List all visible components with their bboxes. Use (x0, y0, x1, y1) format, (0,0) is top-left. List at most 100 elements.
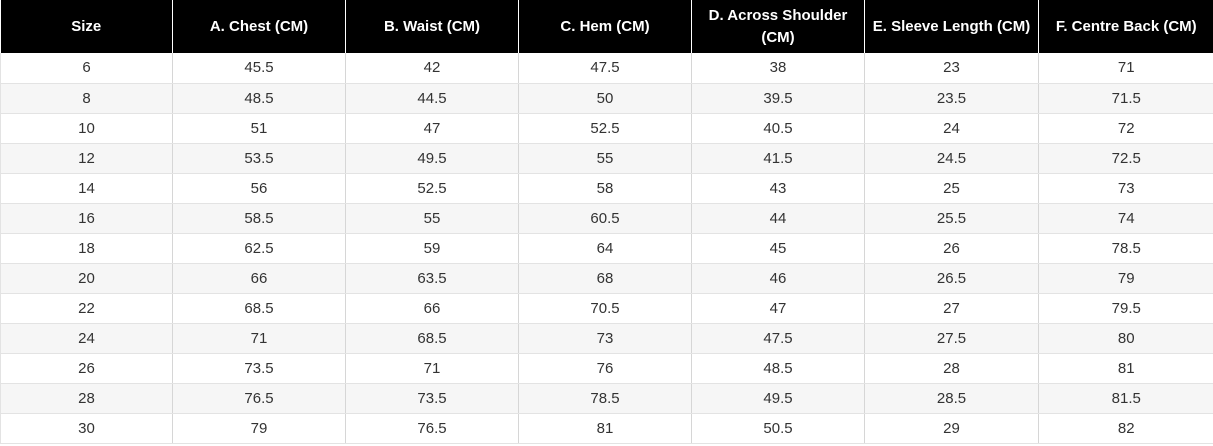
cell-sleeve-length: 23 (864, 53, 1039, 84)
cell-sleeve-length: 24.5 (864, 143, 1039, 174)
cell-chest: 51 (172, 113, 346, 144)
cell-hem: 60.5 (518, 203, 692, 234)
cell-hem: 81 (518, 413, 692, 444)
cell-across-shoulder: 43 (691, 173, 865, 204)
cell-waist: 47 (345, 113, 519, 144)
table-row: 14 56 52.5 58 43 25 73 (0, 173, 1213, 204)
cell-chest: 68.5 (172, 293, 346, 324)
cell-hem: 76 (518, 353, 692, 384)
cell-chest: 66 (172, 263, 346, 294)
cell-hem: 68 (518, 263, 692, 294)
cell-centre-back: 81.5 (1038, 383, 1213, 414)
cell-hem: 58 (518, 173, 692, 204)
cell-sleeve-length: 28 (864, 353, 1039, 384)
cell-centre-back: 79.5 (1038, 293, 1213, 324)
table-row: 10 51 47 52.5 40.5 24 72 (0, 113, 1213, 144)
table-row: 30 79 76.5 81 50.5 29 82 (0, 413, 1213, 444)
cell-hem: 47.5 (518, 53, 692, 84)
cell-waist: 44.5 (345, 83, 519, 114)
cell-sleeve-length: 27.5 (864, 323, 1039, 354)
cell-centre-back: 81 (1038, 353, 1213, 384)
cell-size: 24 (0, 323, 173, 354)
cell-waist: 52.5 (345, 173, 519, 204)
cell-across-shoulder: 44 (691, 203, 865, 234)
cell-centre-back: 73 (1038, 173, 1213, 204)
cell-centre-back: 72 (1038, 113, 1213, 144)
cell-across-shoulder: 47.5 (691, 323, 865, 354)
cell-chest: 56 (172, 173, 346, 204)
cell-chest: 45.5 (172, 53, 346, 84)
table-row: 8 48.5 44.5 50 39.5 23.5 71.5 (0, 83, 1213, 114)
cell-across-shoulder: 38 (691, 53, 865, 84)
cell-hem: 70.5 (518, 293, 692, 324)
cell-waist: 63.5 (345, 263, 519, 294)
cell-sleeve-length: 25.5 (864, 203, 1039, 234)
table-row: 22 68.5 66 70.5 47 27 79.5 (0, 293, 1213, 324)
cell-size: 26 (0, 353, 173, 384)
cell-hem: 50 (518, 83, 692, 114)
cell-waist: 66 (345, 293, 519, 324)
cell-chest: 71 (172, 323, 346, 354)
column-header-waist: B. Waist (CM) (345, 0, 519, 53)
cell-across-shoulder: 39.5 (691, 83, 865, 114)
cell-sleeve-length: 24 (864, 113, 1039, 144)
cell-sleeve-length: 28.5 (864, 383, 1039, 414)
table-row: 24 71 68.5 73 47.5 27.5 80 (0, 323, 1213, 354)
cell-size: 28 (0, 383, 173, 414)
size-chart-header: Size A. Chest (CM) B. Waist (CM) C. Hem … (0, 0, 1213, 53)
cell-waist: 59 (345, 233, 519, 264)
cell-sleeve-length: 23.5 (864, 83, 1039, 114)
cell-centre-back: 74 (1038, 203, 1213, 234)
cell-across-shoulder: 46 (691, 263, 865, 294)
cell-size: 18 (0, 233, 173, 264)
cell-across-shoulder: 49.5 (691, 383, 865, 414)
cell-hem: 52.5 (518, 113, 692, 144)
cell-centre-back: 80 (1038, 323, 1213, 354)
table-row: 20 66 63.5 68 46 26.5 79 (0, 263, 1213, 294)
column-header-centre-back: F. Centre Back (CM) (1038, 0, 1213, 53)
cell-hem: 73 (518, 323, 692, 354)
cell-chest: 62.5 (172, 233, 346, 264)
cell-size: 22 (0, 293, 173, 324)
cell-size: 16 (0, 203, 173, 234)
cell-waist: 49.5 (345, 143, 519, 174)
size-chart-body: 6 45.5 42 47.5 38 23 71 8 48.5 44.5 50 39.5 23.5 71.5… (0, 53, 1213, 444)
table-row: 28 76.5 73.5 78.5 49.5 28.5 81.5 (0, 383, 1213, 414)
cell-centre-back: 79 (1038, 263, 1213, 294)
column-header-sleeve-length: E. Sleeve Length (CM) (864, 0, 1039, 53)
cell-waist: 71 (345, 353, 519, 384)
cell-size: 6 (0, 53, 173, 84)
cell-chest: 48.5 (172, 83, 346, 114)
cell-across-shoulder: 50.5 (691, 413, 865, 444)
cell-sleeve-length: 26.5 (864, 263, 1039, 294)
cell-size: 14 (0, 173, 173, 204)
cell-chest: 79 (172, 413, 346, 444)
cell-across-shoulder: 41.5 (691, 143, 865, 174)
cell-centre-back: 71.5 (1038, 83, 1213, 114)
cell-waist: 55 (345, 203, 519, 234)
cell-waist: 73.5 (345, 383, 519, 414)
table-row: 16 58.5 55 60.5 44 25.5 74 (0, 203, 1213, 234)
cell-waist: 68.5 (345, 323, 519, 354)
cell-sleeve-length: 25 (864, 173, 1039, 204)
cell-across-shoulder: 47 (691, 293, 865, 324)
cell-waist: 42 (345, 53, 519, 84)
cell-centre-back: 82 (1038, 413, 1213, 444)
cell-sleeve-length: 29 (864, 413, 1039, 444)
cell-hem: 55 (518, 143, 692, 174)
cell-centre-back: 78.5 (1038, 233, 1213, 264)
cell-hem: 78.5 (518, 383, 692, 414)
column-header-size: Size (0, 0, 173, 53)
cell-waist: 76.5 (345, 413, 519, 444)
cell-chest: 76.5 (172, 383, 346, 414)
cell-chest: 53.5 (172, 143, 346, 174)
cell-across-shoulder: 40.5 (691, 113, 865, 144)
cell-centre-back: 72.5 (1038, 143, 1213, 174)
table-row: 18 62.5 59 64 45 26 78.5 (0, 233, 1213, 264)
table-row: 6 45.5 42 47.5 38 23 71 (0, 53, 1213, 84)
cell-size: 10 (0, 113, 173, 144)
cell-size: 30 (0, 413, 173, 444)
table-row: 12 53.5 49.5 55 41.5 24.5 72.5 (0, 143, 1213, 174)
cell-sleeve-length: 26 (864, 233, 1039, 264)
cell-centre-back: 71 (1038, 53, 1213, 84)
